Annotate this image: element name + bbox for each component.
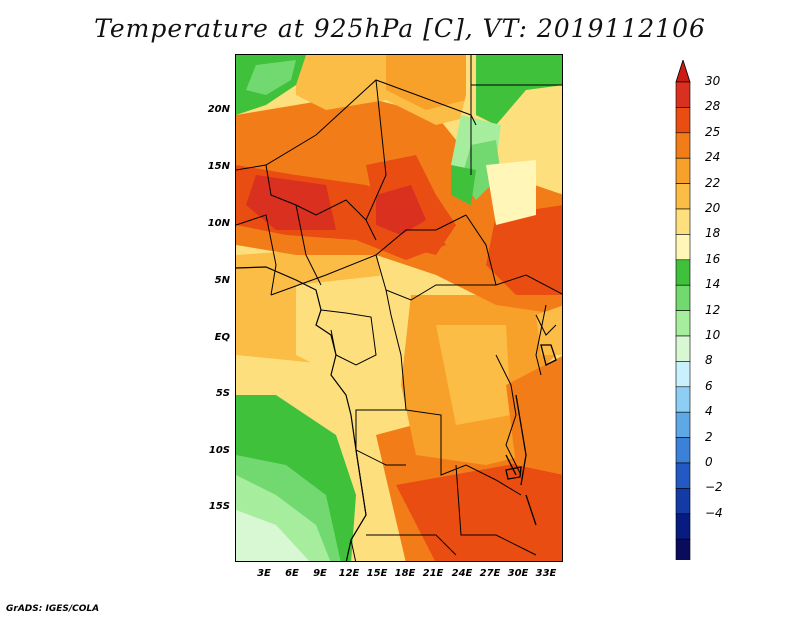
map-title: Temperature at 925hPa [C], VT: 201911210…: [94, 14, 706, 43]
colorbar-label: 20: [705, 201, 721, 215]
lon-label: 12E: [338, 568, 360, 579]
colorbar-swatch: [675, 259, 691, 286]
lat-label: 5S: [215, 388, 230, 399]
lon-label: 24E: [451, 568, 473, 579]
colorbar-label: −2: [705, 480, 723, 495]
colorbar-swatch: [675, 488, 691, 515]
lon-label: 6E: [285, 568, 299, 579]
colorbar-swatch: [675, 437, 691, 464]
colorbar-swatch: [675, 335, 691, 362]
colorbar-swatch: [675, 361, 691, 388]
lon-label: 27E: [479, 568, 501, 579]
colorbar-label: 12: [705, 302, 721, 317]
credit-text: GrADS: IGES/COLA: [6, 604, 100, 614]
colorbar-swatch: [675, 157, 691, 184]
colorbar-label: 18: [705, 226, 721, 241]
colorbar-label: 10: [705, 328, 721, 342]
temperature-map: [235, 54, 563, 562]
lat-label: 15S: [208, 501, 230, 512]
lon-label: 3E: [257, 568, 271, 579]
colorbar-label: 8: [705, 353, 713, 368]
colorbar-label: 22: [705, 175, 721, 190]
colorbar-swatch: [675, 234, 691, 261]
colorbar-swatch: [675, 513, 691, 540]
colorbar-swatch: [675, 538, 691, 560]
colorbar-swatch: [675, 132, 691, 159]
colorbar-swatch: [675, 411, 691, 438]
colorbar-label: 4: [705, 404, 713, 419]
colorbar-label: 0: [705, 455, 713, 469]
lat-label: 15N: [207, 161, 230, 172]
colorbar-swatch: [675, 183, 691, 210]
colorbar: [675, 60, 691, 560]
colorbar-label: −4: [705, 505, 723, 520]
colorbar-swatch: [675, 81, 691, 108]
colorbar-swatch: [675, 310, 691, 337]
lat-label: 20N: [207, 104, 230, 115]
lat-label: 5N: [214, 275, 230, 286]
colorbar-label: 25: [705, 124, 721, 139]
colorbar-label: 14: [705, 277, 721, 292]
colorbar-swatch: [675, 208, 691, 235]
colorbar-top-arrow: [675, 60, 691, 83]
lakes: [505, 344, 557, 526]
lon-label: 18E: [394, 568, 416, 579]
colorbar-label: 6: [705, 378, 713, 393]
lat-label: 10S: [208, 445, 230, 456]
cool-region-northeast: [476, 55, 562, 125]
lat-label: EQ: [214, 332, 230, 343]
colorbar-label: 30: [705, 74, 721, 88]
colorbar-label: 2: [705, 429, 713, 444]
colorbar-swatch: [675, 107, 691, 134]
coastline: [236, 266, 367, 561]
lon-label: 30E: [507, 568, 529, 579]
lon-label: 33E: [535, 568, 557, 579]
colorbar-label: 16: [705, 251, 721, 266]
colorbar-swatch: [675, 284, 691, 311]
lon-label: 15E: [366, 568, 388, 579]
lon-label: 9E: [313, 568, 327, 579]
colorbar-label: 28: [705, 99, 721, 114]
colorbar-swatch: [675, 386, 691, 413]
colorbar-label: 24: [705, 150, 721, 165]
hot-region-southeast: [396, 455, 562, 561]
lat-label: 10N: [207, 218, 230, 229]
colorbar-swatch: [675, 462, 691, 489]
lon-label: 21E: [422, 568, 444, 579]
